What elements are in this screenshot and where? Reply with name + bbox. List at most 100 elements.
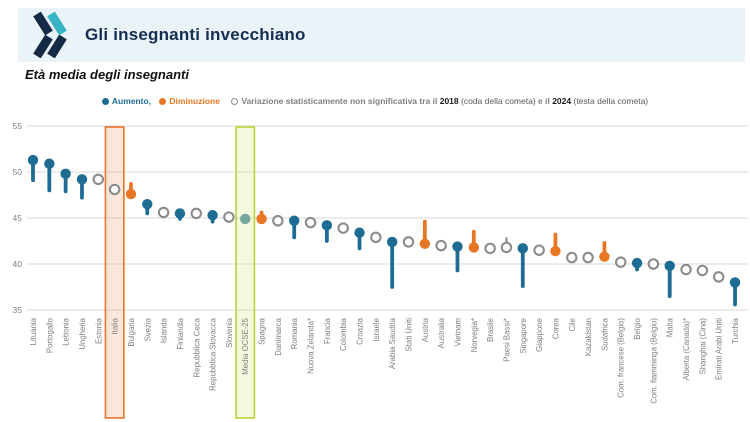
x-tick-label: Lituania [29, 317, 38, 345]
x-tick-label: Sudafrica [600, 317, 609, 351]
comet-head [419, 238, 431, 249]
comet-head [142, 199, 153, 210]
legend-increase-label: Aumento, [111, 96, 154, 106]
x-tick-label: Media OCSE-25 [241, 317, 250, 374]
ns-circle-icon [231, 97, 239, 105]
ns-head [157, 206, 170, 219]
ocse-highlight-box [235, 126, 256, 419]
x-tick-label: Svezia [143, 317, 152, 341]
comet-head [60, 168, 71, 180]
italia-highlight-box [104, 126, 125, 419]
legend-year-2018: 2018 [439, 96, 459, 106]
x-tick-label: Romania [290, 317, 299, 349]
ns-head [190, 207, 203, 220]
x-tick-label: Belgio [633, 317, 642, 339]
comet-head [599, 251, 610, 262]
comet-head [354, 227, 365, 238]
x-tick-label: Italia [111, 317, 120, 334]
x-tick-label: Kazakistan [584, 318, 593, 356]
comet-head [468, 242, 480, 253]
increase-dot-icon [101, 97, 109, 105]
x-tick-label: Ungheria [78, 317, 87, 349]
ns-head [223, 211, 235, 223]
x-tick-label: Malta [666, 317, 675, 337]
x-tick-label: Slovenia [225, 317, 234, 348]
x-tick-label: Israele [372, 318, 381, 341]
decrease-dot-icon [159, 97, 167, 105]
x-tick-label: Croazia [356, 317, 365, 345]
x-tick-label: Francia [323, 317, 332, 344]
ns-head [370, 231, 382, 244]
x-tick-label: Lettonia [62, 317, 71, 345]
ns-head [92, 173, 105, 186]
comet-chart: 35 40 45 50 55 Lituania Portogallo Lettonia Ungh… [13, 121, 748, 419]
x-tick-label: Vietnam [453, 318, 462, 346]
ns-head [680, 263, 692, 276]
legend-connector: e il [538, 96, 553, 106]
comet-head [729, 277, 741, 288]
x-tick-label: Spagna [258, 317, 267, 345]
chart-subtitle: Età media degli insegnanti [25, 67, 189, 82]
x-tick-label: Bulgaria [127, 317, 136, 346]
comet-head [517, 243, 528, 254]
comet-head [44, 158, 55, 169]
ns-head [337, 222, 349, 234]
average-head [240, 213, 251, 225]
x-tick-label: Estonia [94, 317, 103, 344]
x-tick-label: Corea [551, 317, 560, 339]
y-tick-label: 55 [13, 121, 23, 131]
x-tick-label: Austria [421, 317, 430, 342]
ns-head [614, 256, 627, 268]
y-tick-label: 35 [13, 305, 23, 315]
chart-legend: Aumento, Diminuzione Variazione statisti… [0, 96, 750, 106]
x-tick-label: Portogallo [45, 317, 54, 353]
ns-head [533, 244, 545, 256]
ns-head [647, 258, 660, 270]
ns-head [712, 271, 725, 283]
ns-head [696, 264, 709, 277]
legend-tail-note: (coda della cometa) [458, 96, 539, 106]
comet-head [125, 188, 137, 200]
x-tick-label: Paesi Bassi* [502, 318, 511, 362]
y-tick-label: 40 [13, 259, 23, 269]
ns-head [435, 239, 447, 252]
y-tick-label: 50 [13, 167, 23, 177]
legend-decrease-label: Diminuzione [169, 96, 223, 106]
legend-ns-label: Variazione statisticamente non significa… [241, 96, 440, 106]
comet-head [452, 241, 463, 252]
comet-head [386, 236, 398, 248]
comet-head [76, 174, 88, 185]
y-tick-label: 45 [13, 213, 23, 223]
x-tick-label: Repubblica Slovacca [209, 317, 218, 390]
oecd-logo-icon [33, 12, 67, 58]
x-tick-label: Com. fiamminga (Belgio) [649, 318, 658, 404]
x-tick-label: Islanda [160, 317, 169, 343]
comet-head [550, 245, 561, 257]
ns-head [402, 236, 415, 248]
page-title: Gli insegnanti invecchiano [85, 25, 306, 44]
comet-head [664, 260, 675, 272]
ns-head [272, 215, 284, 227]
comet-head [289, 215, 300, 226]
ns-head [582, 251, 594, 264]
x-tick-label: Emirati Arabi Uniti [715, 318, 724, 380]
x-tick-label: Turchia [731, 317, 740, 343]
legend-year-2024: 2024 [552, 96, 572, 106]
comet-head [174, 208, 186, 219]
comet-head [27, 154, 39, 166]
x-tick-label: Norvegia* [470, 318, 479, 352]
x-tick-label: Finlandia [176, 317, 185, 349]
header-band: Gli insegnanti invecchiano [18, 8, 745, 62]
x-tick-label: Nuova Zelanda* [307, 318, 316, 374]
x-tick-label: Com. francese (Belgio) [617, 318, 626, 398]
comet-head [631, 257, 643, 269]
ns-head [304, 216, 317, 229]
x-tick-label: Stati Uniti [404, 318, 413, 352]
x-tick-label: Shanghai (Cina) [698, 318, 707, 375]
x-tick-label: Alberta (Canada)* [682, 318, 691, 380]
x-tick-label: Singapore [519, 318, 528, 354]
x-tick-label: Arabia Saudita [388, 317, 397, 369]
ns-head [108, 183, 121, 196]
comet-head [207, 210, 218, 221]
x-tick-label: Danimarca [274, 317, 283, 355]
